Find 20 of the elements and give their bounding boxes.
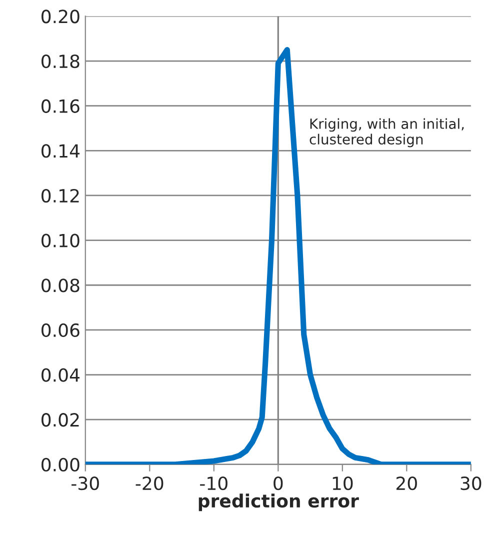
y-tick-label: 0.00 xyxy=(42,458,80,472)
x-tick-label: -20 xyxy=(136,476,164,490)
x-tick-label: 30 xyxy=(460,476,482,490)
x-axis-title: prediction error xyxy=(198,494,359,512)
y-tick-label: 0.04 xyxy=(42,368,80,382)
y-tick-label: 0.20 xyxy=(42,10,80,24)
y-tick-label: 0.16 xyxy=(42,99,80,113)
annotation: Kriging, with an initial, clustered design xyxy=(310,118,464,148)
y-tick-label: 0.14 xyxy=(42,144,80,158)
y-tick-label: 0.12 xyxy=(42,188,79,203)
y-tick-label: 0.18 xyxy=(42,54,80,68)
y-tick-label: 0.10 xyxy=(42,234,80,248)
y-tick-label: 0.06 xyxy=(42,323,80,338)
x-tick-label: 0 xyxy=(274,476,283,490)
x-tick-label: -30 xyxy=(72,476,99,490)
x-tick-label: 20 xyxy=(396,476,417,490)
x-tick-label: 10 xyxy=(332,476,353,490)
x-tick-label: -10 xyxy=(200,476,228,490)
y-tick-label: 0.08 xyxy=(42,278,80,292)
y-tick-label: 0.02 xyxy=(42,413,79,427)
